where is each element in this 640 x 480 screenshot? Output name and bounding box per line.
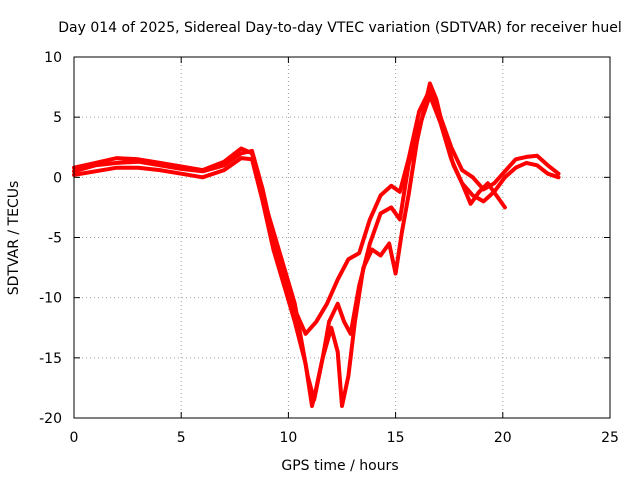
x-tick-label: 20: [494, 430, 512, 446]
x-tick-label: 15: [387, 430, 405, 446]
y-tick-label: 5: [53, 110, 62, 126]
x-tick-label: 5: [177, 430, 186, 446]
series-trace-3: [72, 81, 507, 408]
chart-title: Day 014 of 2025, Sidereal Day-to-day VTE…: [58, 20, 621, 36]
y-tick-label: 10: [44, 50, 62, 66]
x-tick-label: 25: [601, 430, 619, 446]
y-tick-label: 0: [53, 170, 62, 186]
series-trace-1: [72, 87, 561, 336]
x-tick-label: 0: [70, 430, 79, 446]
y-tick-label: -5: [48, 231, 62, 247]
y-axis-label: SDTVAR / TECUs: [6, 181, 22, 296]
traces: [72, 81, 561, 408]
x-axis-label: GPS time / hours: [281, 458, 398, 474]
y-tick-label: -10: [39, 291, 62, 307]
x-tick-label: 10: [279, 430, 297, 446]
y-axis: -20 -15 -10 -5 0 5 10: [39, 50, 610, 427]
series-trace-2: [72, 93, 561, 408]
y-tick-label: -15: [39, 351, 62, 367]
x-axis: 0 5 10 15 20 25: [70, 57, 619, 446]
y-tick-label: -20: [39, 411, 62, 427]
grid: [74, 57, 610, 418]
